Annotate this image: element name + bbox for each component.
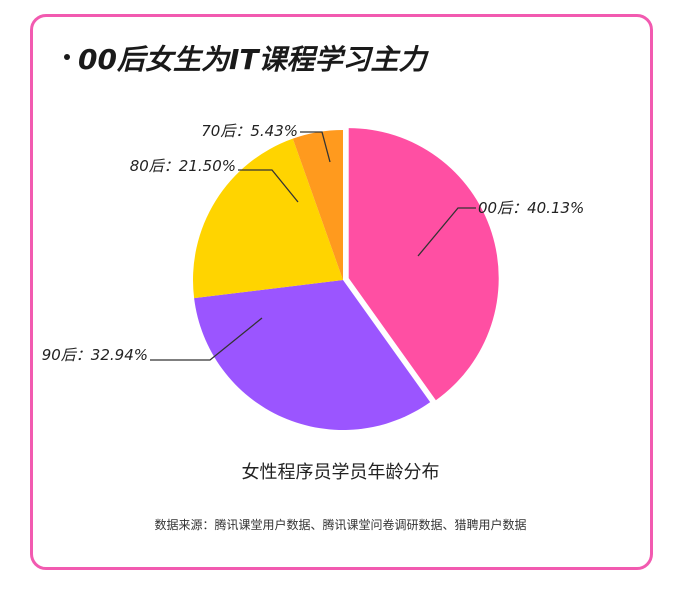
pie-slice-70后 <box>292 130 343 280</box>
leader-line-80后 <box>238 169 299 203</box>
chart-title: 女性程序员学员年龄分布 <box>241 462 440 483</box>
pie-slice-00后 <box>348 128 499 401</box>
leader-line-70后 <box>300 131 331 163</box>
slice-label-70后: 70后：5.43% <box>201 122 298 140</box>
slice-label-00后: 00后：40.13% <box>478 199 584 217</box>
leader-line-90后 <box>150 317 263 361</box>
pie-labels: 00后：40.13% 90后：32.94% 80后：21.50% 70后：5.43% <box>42 122 585 364</box>
pie-slices <box>193 128 499 430</box>
slice-label-80后: 80后：21.50% <box>130 157 236 175</box>
page-title: 00后女生为IT课程学习主力 <box>64 38 426 78</box>
pie-leaders <box>150 131 476 361</box>
page-title-text: 00后女生为IT课程学习主力 <box>78 43 427 76</box>
bullet-icon <box>64 54 70 60</box>
leader-line-00后 <box>417 207 476 257</box>
data-source-note: 数据来源：腾讯课堂用户数据、腾讯课堂问卷调研数据、猎聘用户数据 <box>154 518 527 532</box>
pie-slice-90后 <box>194 280 431 430</box>
pie-slice-80后 <box>193 138 343 299</box>
slice-label-90后: 90后：32.94% <box>42 346 148 364</box>
